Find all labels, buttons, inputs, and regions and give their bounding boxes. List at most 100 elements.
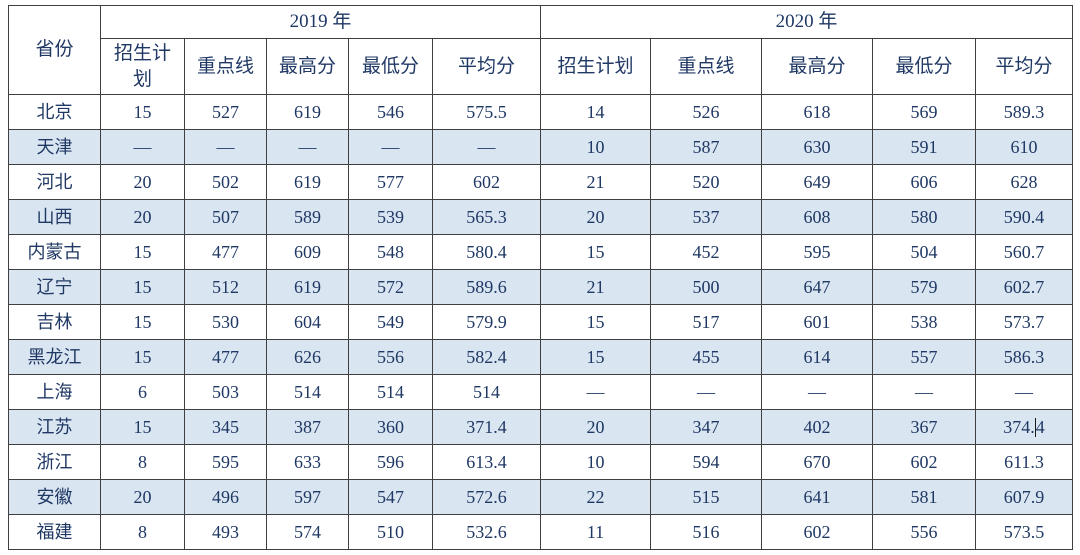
value-cell: 520 — [650, 164, 762, 201]
value-cell: 641 — [761, 479, 873, 516]
value-cell: 10 — [540, 444, 651, 481]
value-cell: 8 — [100, 444, 185, 481]
value-cell: 510 — [348, 514, 433, 551]
header-year-2020: 2020 年 — [540, 5, 1073, 39]
header-2020-highest-score: 最高分 — [761, 37, 873, 96]
value-cell: 15 — [100, 234, 185, 271]
value-cell: 596 — [348, 444, 433, 481]
value-cell: 532.6 — [432, 514, 541, 551]
value-cell: 20 — [100, 479, 185, 516]
value-cell: — — [432, 129, 541, 166]
admission-scores-table: 省份 2019 年 2020 年 招生计划 重点线 最高分 最低分 平均分 招生… — [8, 4, 1073, 551]
value-cell: 556 — [348, 339, 433, 376]
header-province: 省份 — [8, 4, 101, 96]
value-cell: 514 — [348, 374, 433, 411]
value-cell: 526 — [650, 94, 762, 131]
value-cell: 537 — [650, 199, 762, 236]
header-2020-key-line: 重点线 — [650, 37, 762, 96]
value-cell: 548 — [348, 234, 433, 271]
value-cell: 610 — [975, 129, 1073, 166]
value-cell: 15 — [100, 94, 185, 131]
value-cell: 507 — [184, 199, 267, 236]
value-cell: 633 — [266, 444, 349, 481]
value-cell: 647 — [761, 269, 873, 306]
value-cell: 527 — [184, 94, 267, 131]
province-cell: 河北 — [8, 164, 101, 201]
value-cell: 455 — [650, 339, 762, 376]
value-cell: 569 — [872, 94, 976, 131]
province-cell: 上海 — [8, 374, 101, 411]
value-cell: 20 — [540, 409, 651, 446]
value-cell: 496 — [184, 479, 267, 516]
value-cell: 15 — [100, 339, 185, 376]
value-cell: 371.4 — [432, 409, 541, 446]
value-cell: 614 — [761, 339, 873, 376]
value-cell: — — [540, 374, 651, 411]
value-cell: 618 — [761, 94, 873, 131]
value-cell: 602 — [432, 164, 541, 201]
value-cell: 606 — [872, 164, 976, 201]
value-cell: 15 — [100, 409, 185, 446]
header-year-2019: 2019 年 — [100, 5, 541, 39]
value-cell: 628 — [975, 164, 1073, 201]
value-cell: 575.5 — [432, 94, 541, 131]
header-2019-lowest-score: 最低分 — [348, 37, 433, 96]
province-cell: 黑龙江 — [8, 339, 101, 376]
value-cell: 604 — [266, 304, 349, 341]
value-cell: 619 — [266, 269, 349, 306]
value-cell: 590.4 — [975, 199, 1073, 236]
value-cell: 601 — [761, 304, 873, 341]
value-cell: 580.4 — [432, 234, 541, 271]
value-cell: 613.4 — [432, 444, 541, 481]
value-cell: — — [100, 129, 185, 166]
value-cell: 619 — [266, 164, 349, 201]
value-cell: 512 — [184, 269, 267, 306]
value-cell: 573.5 — [975, 514, 1073, 551]
value-cell: 581 — [872, 479, 976, 516]
value-cell: 387 — [266, 409, 349, 446]
table-row: 山西 20 507 589 539 565.3 20 537 608 580 590.4 — [8, 199, 1073, 236]
value-cell: 573.7 — [975, 304, 1073, 341]
province-cell: 天津 — [8, 129, 101, 166]
table-row: 江苏 15 345 387 360 371.4 20 347 402 367 374.4 — [8, 409, 1073, 446]
value-cell: 619 — [266, 94, 349, 131]
value-cell: 20 — [100, 199, 185, 236]
value-cell: 477 — [184, 339, 267, 376]
table-row: 上海 6 503 514 514 514— — — — — — [8, 374, 1073, 411]
value-cell: 517 — [650, 304, 762, 341]
province-cell: 山西 — [8, 199, 101, 236]
value-cell: 15 — [100, 269, 185, 306]
value-cell: 15 — [540, 234, 651, 271]
value-cell: 514 — [266, 374, 349, 411]
value-cell: 586.3 — [975, 339, 1073, 376]
value-cell: 609 — [266, 234, 349, 271]
value-cell: 594 — [650, 444, 762, 481]
header-2020-enrollment-plan: 招生计划 — [540, 37, 651, 96]
header-2019-average-score: 平均分 — [432, 37, 541, 96]
value-cell: 608 — [761, 199, 873, 236]
header-2020-average-score: 平均分 — [975, 37, 1073, 96]
province-cell: 浙江 — [8, 444, 101, 481]
province-cell: 北京 — [8, 94, 101, 131]
value-cell: 572 — [348, 269, 433, 306]
value-cell: 538 — [872, 304, 976, 341]
value-cell: 547 — [348, 479, 433, 516]
province-cell: 安徽 — [8, 479, 101, 516]
value-cell: 572.6 — [432, 479, 541, 516]
value-cell: 549 — [348, 304, 433, 341]
value-cell: 514 — [432, 374, 541, 411]
table-row: 黑龙江 15 477 626 556 582.4 15 455 614 557 586.3 — [8, 339, 1073, 376]
value-cell: 6 — [100, 374, 185, 411]
value-cell: 539 — [348, 199, 433, 236]
value-cell: — — [650, 374, 762, 411]
header-2019-key-line: 重点线 — [184, 37, 267, 96]
value-cell: — — [266, 129, 349, 166]
header-2019-enrollment-plan: 招生计划 — [100, 37, 185, 96]
table-row: 北京 15 527 619 546 575.5 14 526 618 569 589.3 — [8, 94, 1073, 131]
value-cell: 579 — [872, 269, 976, 306]
value-cell: 670 — [761, 444, 873, 481]
province-cell: 内蒙古 — [8, 234, 101, 271]
value-cell: 589 — [266, 199, 349, 236]
table-row: 吉林 15 530 604 549 579.9 15 517 601 538 573.7 — [8, 304, 1073, 341]
value-cell: 477 — [184, 234, 267, 271]
